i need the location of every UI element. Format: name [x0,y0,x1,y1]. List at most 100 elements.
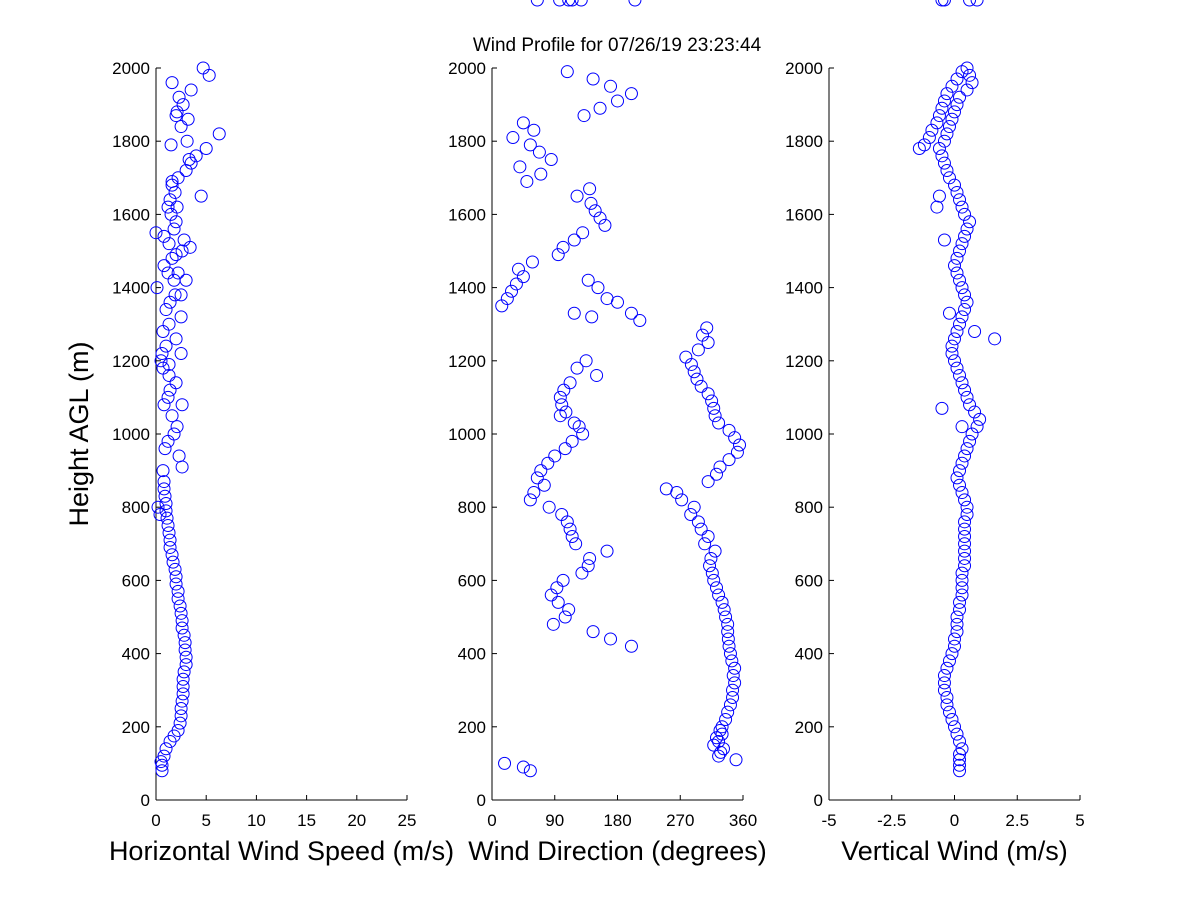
horizontal-wind-speed-point [182,153,196,166]
vertical-wind-point [953,90,967,104]
wind-direction-point [553,409,567,423]
vertical-wind-point [948,332,961,346]
wind-direction-point [728,676,742,690]
horizontal-wind-speed-point [162,317,176,331]
wind-direction-point [713,723,727,737]
horizontal-wind-speed-point [149,226,163,240]
horizontal-wind-speed-point [157,482,171,496]
vertical-wind-point [953,753,967,767]
wind-direction-point [726,669,740,683]
vertical-wind-point [955,456,969,470]
wind-direction-x-tick-label: 360 [729,811,757,830]
vertical-wind-point [973,412,987,426]
vertical-wind-point [988,332,1002,346]
wind-direction-point [715,720,729,734]
wind-direction-point [530,471,544,485]
wind-direction-point [705,394,719,408]
vertical-wind-point [953,747,967,761]
horizontal-wind-speed-point [180,134,194,148]
horizontal-wind-speed-point [155,764,169,778]
wind-direction-point [722,423,736,437]
horizontal-wind-speed-point [165,174,179,188]
horizontal-wind-speed-point [167,427,181,441]
wind-direction-point [708,544,722,558]
horizontal-wind-speed-point [202,68,216,82]
wind-direction-point [500,292,514,306]
vertical-wind-point [948,178,961,192]
wind-direction-point [722,453,736,467]
wind-direction-point [725,654,739,668]
vertical-wind-point [935,401,949,415]
horizontal-wind-speed-point [196,61,210,75]
vertical-wind-point [932,142,946,156]
vertical-wind-point [958,544,972,558]
wind-direction-point [523,138,537,152]
wind-direction-point [560,65,574,79]
vertical-wind-y-tick-label: 1200 [785,352,823,371]
vertical-wind-point [958,229,972,243]
vertical-wind-point [968,325,982,339]
horizontal-wind-speed-y-tick-label: 600 [122,571,150,590]
wind-direction-y-tick-label: 0 [477,791,486,810]
horizontal-wind-speed-point [156,325,170,339]
horizontal-wind-speed-point [165,409,179,423]
horizontal-wind-speed-point [169,376,183,390]
horizontal-wind-speed-point [169,577,183,591]
vertical-wind-point [955,200,969,214]
vertical-wind-point [953,595,967,609]
horizontal-wind-speed-point [165,76,179,90]
horizontal-wind-speed-point [179,650,193,664]
vertical-wind-point [960,295,974,309]
wind-direction-point [710,581,724,595]
wind-direction-series [495,0,747,778]
vertical-wind-point [960,500,974,514]
wind-direction-point [586,625,600,639]
wind-direction-point [726,691,740,705]
vertical-wind-point [942,654,956,668]
vertical-wind-point [948,720,961,734]
wind-direction-x-tick-label: 180 [603,811,631,830]
wind-direction-y-tick-label: 1400 [448,279,486,298]
wind-direction-point [544,588,558,602]
vertical-wind-point [945,339,959,353]
panel-vertical-wind: 0 200 400 600 800 1000 1200 1400 1600 1800 2000 -5 -… [785,0,1085,866]
horizontal-wind-speed-point [173,716,187,730]
vertical-wind-point [935,101,949,115]
vertical-wind-point [950,727,964,741]
horizontal-wind-speed-point [174,346,188,360]
vertical-wind-point [960,222,974,236]
panel-wind-direction: 0 200 400 600 800 1000 1200 1400 1600 1800 2000 0 90… [448,0,767,866]
vertical-wind-point [955,742,969,756]
horizontal-wind-speed-point [176,680,190,694]
wind-direction-point [714,745,728,759]
vertical-wind-point [950,610,964,624]
wind-direction-point [593,101,607,115]
vertical-wind-x-tick-label: 0 [950,811,959,830]
horizontal-wind-speed-point [157,475,171,489]
wind-direction-point [707,401,721,415]
vertical-wind-point [955,237,969,251]
horizontal-wind-speed-y-tick-label: 1400 [112,279,150,298]
wind-direction-point [530,0,544,7]
vertical-wind-point [950,361,964,375]
horizontal-wind-speed-point [179,658,193,672]
wind-direction-point [691,515,705,529]
horizontal-wind-speed-point [183,240,197,254]
wind-direction-point [733,438,747,452]
wind-direction-point [498,756,512,770]
wind-direction-point [687,365,701,379]
horizontal-wind-speed-x-tick-label: 15 [297,811,316,830]
vertical-wind-y-tick-label: 2000 [785,59,823,78]
horizontal-wind-speed-point [156,464,170,478]
wind-direction-point [715,595,729,609]
wind-direction-point [584,196,598,210]
horizontal-wind-speed-point [163,540,177,554]
vertical-wind-point [955,310,969,324]
vertical-wind-x-tick-label: -2.5 [877,811,906,830]
vertical-wind-point [955,566,969,580]
horizontal-wind-speed-point [157,259,171,273]
wind-direction-point [721,617,735,631]
wind-direction-point [600,292,614,306]
vertical-wind-point [937,669,951,683]
horizontal-wind-speed-x-tick-label: 0 [151,811,160,830]
